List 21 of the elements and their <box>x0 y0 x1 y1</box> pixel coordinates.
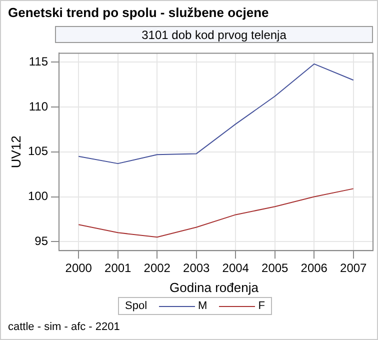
chart-title: Genetski trend po spolu - službene ocjene <box>8 5 269 20</box>
text: cattle - sim - afc - 2201 <box>8 321 120 333</box>
x-tick-label: 2004 <box>222 261 250 276</box>
x-tick-label: 2006 <box>300 261 328 276</box>
y-tick-label: 115 <box>28 54 48 68</box>
x-tick-label: 2003 <box>183 261 210 276</box>
y-tick-label: 100 <box>28 189 48 204</box>
y-axis-title: UV12 <box>8 136 24 168</box>
legend-label: M <box>197 300 208 312</box>
y-tick-label: 105 <box>28 144 48 158</box>
legend-title: Spol <box>125 300 148 312</box>
y-tick-label: 110 <box>28 99 48 114</box>
legend-label: F <box>257 300 265 312</box>
y-tick-label: 95 <box>34 234 48 248</box>
x-axis-title: Godina rođenja <box>168 280 260 295</box>
x-tick-label: 2002 <box>144 261 171 276</box>
x-tick-label: 2001 <box>104 261 132 276</box>
x-tick-label: 2007 <box>340 261 368 276</box>
x-tick-label: 2000 <box>65 261 92 276</box>
chart-subtitle: 3101 dob kod prvog telenja <box>55 26 373 43</box>
x-tick-label: 2005 <box>262 261 289 276</box>
